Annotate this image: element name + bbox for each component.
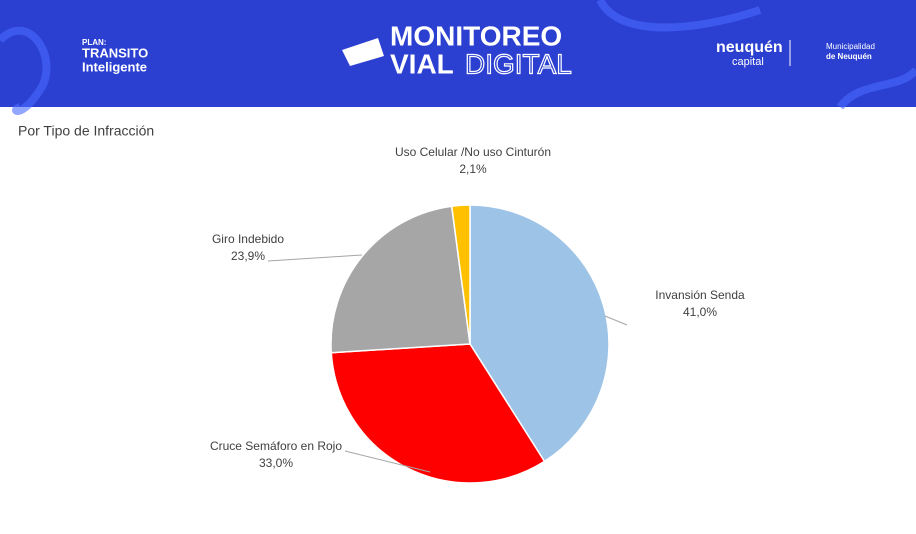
slice-value: 41,0%: [683, 305, 717, 319]
pie-slice: [450, 204, 471, 345]
camera-icon: [342, 38, 384, 66]
plan-sub: Inteligente: [82, 59, 147, 74]
muni-1: Municipalidad: [826, 42, 875, 51]
slice-value: 23,9%: [231, 249, 265, 263]
pie-slice: [330, 343, 546, 484]
slice-label: Cruce Semáforo en Rojo: [210, 439, 342, 453]
leader-line: [267, 254, 363, 262]
city-name: neuquén: [716, 39, 783, 56]
slice-label: Giro Indebido: [212, 232, 284, 246]
title-monitoreo: MONITOREO: [390, 20, 562, 51]
city-sub: capital: [732, 56, 764, 68]
slice-value: 33,0%: [259, 456, 293, 470]
header-decoration: [0, 0, 916, 115]
leader-line: [604, 315, 628, 326]
pie-slice: [330, 205, 471, 354]
title-digital: DIGITAL: [465, 48, 572, 79]
slice-label: Uso Celular /No uso Cinturón: [395, 145, 551, 159]
muni-2: de Neuquén: [826, 52, 872, 61]
slice-label: Invansión Senda: [655, 288, 745, 302]
header-banner: [0, 0, 916, 107]
pie-slice: [469, 204, 610, 463]
slice-value: 2,1%: [459, 162, 487, 176]
plan-name: TRANSITO: [82, 45, 148, 60]
leader-line: [344, 450, 431, 473]
chart-title: Por Tipo de Infracción: [18, 123, 154, 139]
title-vial: VIAL: [390, 48, 454, 79]
plan-label: PLAN:: [82, 38, 106, 47]
